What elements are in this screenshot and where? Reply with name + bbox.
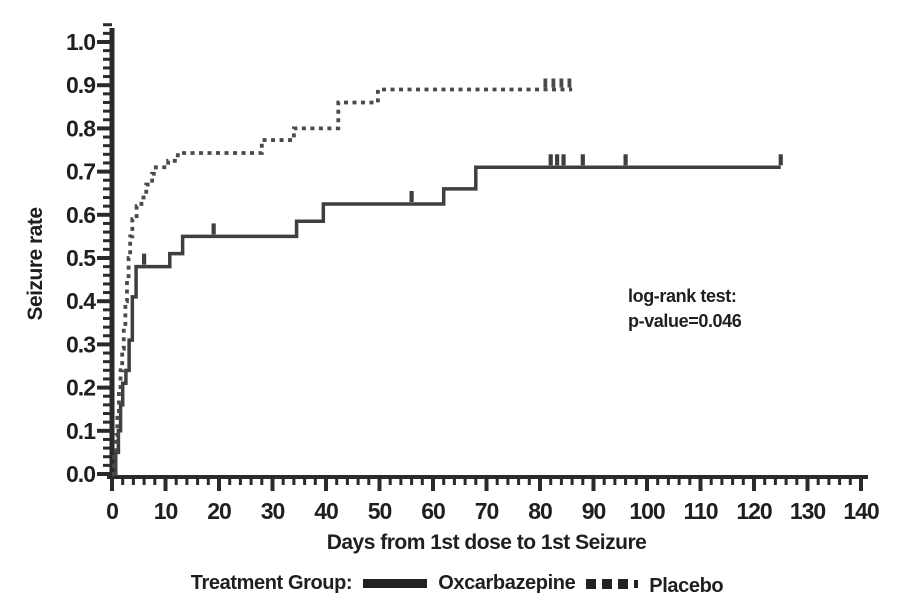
- legend: Treatment Group: Oxcarbazepine Placebo: [0, 572, 914, 597]
- x-tick-label: 10: [154, 498, 178, 524]
- x-tick-label: 50: [368, 498, 392, 524]
- dash-dot-icon: [634, 579, 639, 588]
- y-tick-label: 0.3: [66, 331, 95, 357]
- y-axis-title: Seizure rate: [24, 207, 47, 321]
- y-tick-label: 0.1: [66, 418, 96, 444]
- dash-dot-icon: [586, 578, 597, 589]
- x-tick-label: 120: [736, 498, 772, 524]
- x-tick-label: 110: [683, 498, 717, 524]
- x-tick-label: 70: [475, 498, 499, 524]
- x-tick-label: 100: [629, 498, 665, 524]
- logrank-annotation-line2: p-value=0.046: [628, 311, 742, 331]
- y-tick-label: 0.8: [66, 115, 96, 141]
- x-tick-label: 30: [261, 498, 285, 524]
- y-tick-label: 0.9: [66, 72, 95, 98]
- x-tick-label: 140: [843, 498, 879, 524]
- x-axis-title: Days from 1st dose to 1st Seizure: [326, 531, 647, 554]
- x-tick-label: 60: [421, 498, 445, 524]
- solid-line-swatch-icon: [363, 579, 428, 588]
- series-line-oxcarbazepine: [112, 165, 781, 476]
- x-tick-label: 0: [106, 498, 118, 524]
- y-tick-label: 1.0: [66, 29, 95, 55]
- y-tick-label: 0.5: [66, 245, 96, 271]
- legend-title: Treatment Group:: [190, 572, 353, 594]
- dash-dot-icon: [602, 578, 613, 589]
- legend-label-oxcarbazepine: Oxcarbazepine: [438, 572, 576, 594]
- y-tick-label: 0.6: [66, 202, 95, 228]
- y-tick-label: 0.2: [66, 375, 95, 401]
- x-tick-label: 40: [314, 498, 338, 524]
- logrank-annotation-line1: log-rank test:: [628, 286, 737, 306]
- y-tick-label: 0.4: [66, 288, 96, 314]
- y-tick-label: 0.0: [66, 461, 95, 487]
- legend-label-placebo: Placebo: [649, 575, 724, 597]
- logrank-annotation: log-rank test: p-value=0.046: [628, 284, 742, 334]
- x-tick-label: 20: [207, 498, 231, 524]
- x-tick-label: 90: [582, 498, 606, 524]
- y-tick-label: 0.7: [66, 159, 95, 185]
- dashed-line-swatch-icon: [586, 578, 639, 589]
- x-tick-label: 130: [790, 498, 826, 524]
- x-tick-label: 80: [528, 498, 552, 524]
- series-line-placebo: [112, 87, 573, 476]
- dash-dot-icon: [618, 578, 629, 589]
